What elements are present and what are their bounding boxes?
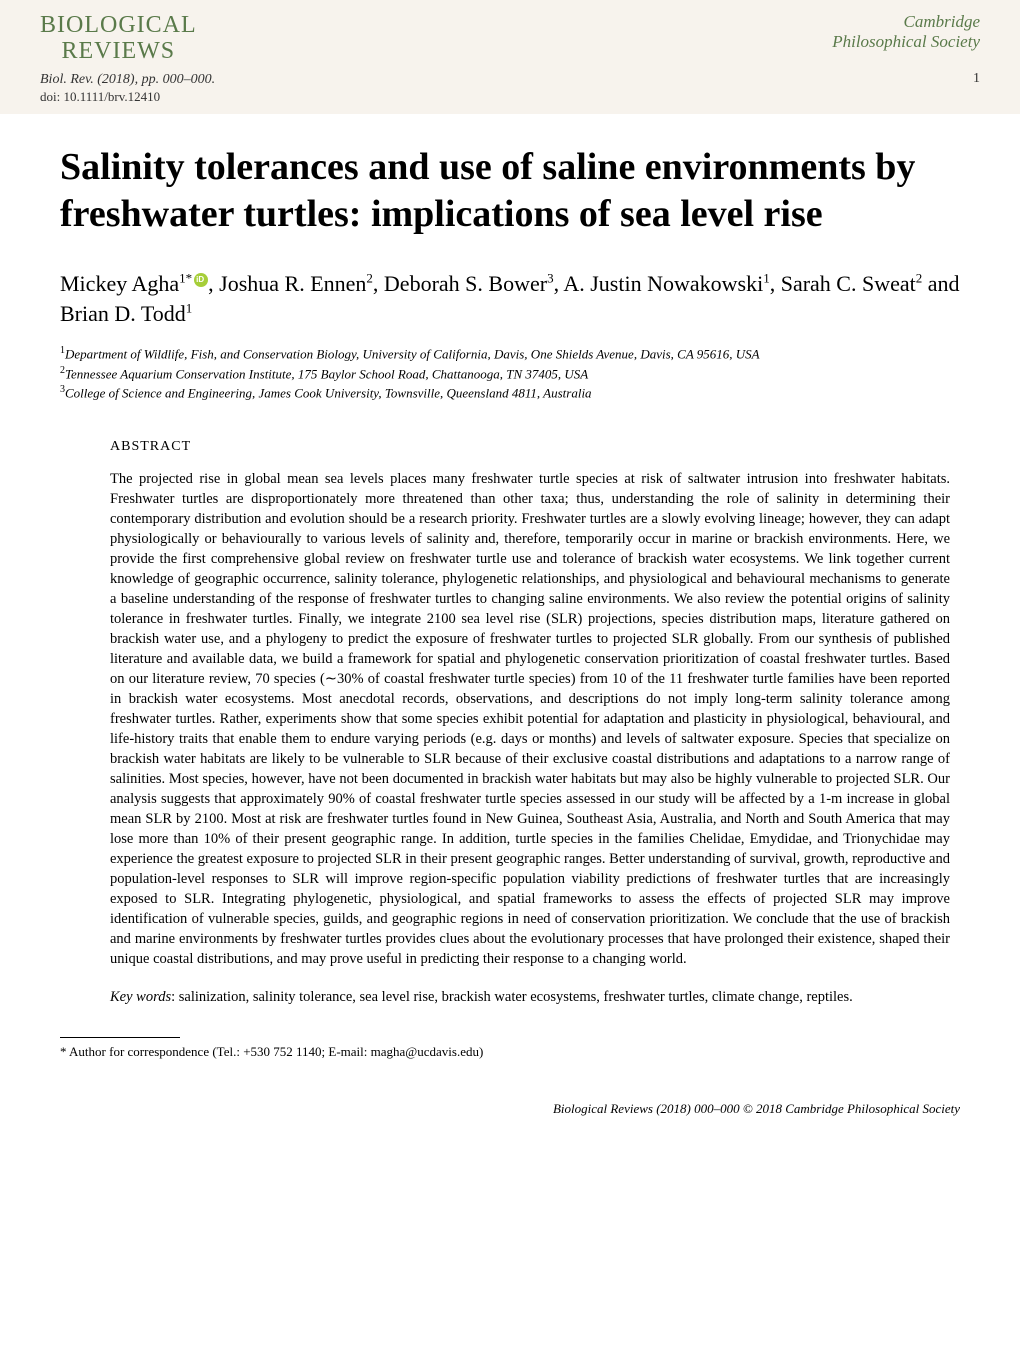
- author-sup: 3: [547, 271, 554, 286]
- author-name: Brian D. Todd: [60, 301, 186, 326]
- author-name: Sarah C. Sweat: [781, 271, 916, 296]
- footnote-rule: [60, 1037, 180, 1038]
- journal-logo: BIOLOGICAL REVIEWS: [40, 12, 197, 65]
- main-content: Salinity tolerances and use of saline en…: [0, 114, 1020, 1081]
- keywords-label: Key words: [110, 989, 171, 1005]
- journal-name-line2: REVIEWS: [40, 38, 197, 64]
- author-name: A. Justin Nowakowski: [563, 271, 763, 296]
- author-sup: 1: [186, 300, 193, 315]
- author-sup: 1*: [179, 271, 192, 286]
- doi-text: doi: 10.1111/brv.12410: [40, 89, 215, 106]
- citation-text: Biol. Rev. (2018), pp. 000–000.: [40, 71, 215, 89]
- author-sup: 2: [366, 271, 373, 286]
- orcid-icon[interactable]: [194, 273, 208, 287]
- journal-name-line1: BIOLOGICAL: [40, 12, 197, 38]
- citation-block: Biol. Rev. (2018), pp. 000–000. doi: 10.…: [0, 69, 1020, 114]
- author-name: Joshua R. Ennen: [219, 271, 366, 296]
- header-bar: BIOLOGICAL REVIEWS Cambridge Philosophic…: [0, 0, 1020, 69]
- publisher-line2: Philosophical Society: [832, 32, 980, 52]
- page-number: 1: [973, 71, 980, 106]
- page-footer: Biological Reviews (2018) 000–000 © 2018…: [0, 1081, 1020, 1137]
- abstract-body: The projected rise in global mean sea le…: [110, 469, 950, 969]
- publisher-name: Cambridge Philosophical Society: [832, 12, 980, 53]
- affiliation: 3College of Science and Engineering, Jam…: [60, 383, 960, 403]
- author-name: Mickey Agha: [60, 271, 179, 296]
- affiliation: 2Tennessee Aquarium Conservation Institu…: [60, 364, 960, 384]
- author-sup: 1: [763, 271, 770, 286]
- keywords-text: : salinization, salinity tolerance, sea …: [171, 989, 853, 1005]
- affiliations-block: 1Department of Wildlife, Fish, and Conse…: [60, 344, 960, 403]
- footer-text: Biological Reviews (2018) 000–000 © 2018…: [553, 1101, 960, 1116]
- affiliation: 1Department of Wildlife, Fish, and Conse…: [60, 344, 960, 364]
- publisher-line1: Cambridge: [832, 12, 980, 32]
- author-name: Deborah S. Bower: [384, 271, 547, 296]
- correspondence-footnote: * Author for correspondence (Tel.: +530 …: [60, 1044, 960, 1061]
- article-title: Salinity tolerances and use of saline en…: [60, 144, 960, 239]
- keywords-block: Key words: salinization, salinity tolera…: [110, 987, 950, 1007]
- authors-block: Mickey Agha1*, Joshua R. Ennen2, Deborah…: [60, 269, 960, 328]
- abstract-heading: ABSTRACT: [110, 439, 960, 455]
- author-and: and: [922, 271, 959, 296]
- citation-left: Biol. Rev. (2018), pp. 000–000. doi: 10.…: [40, 71, 215, 106]
